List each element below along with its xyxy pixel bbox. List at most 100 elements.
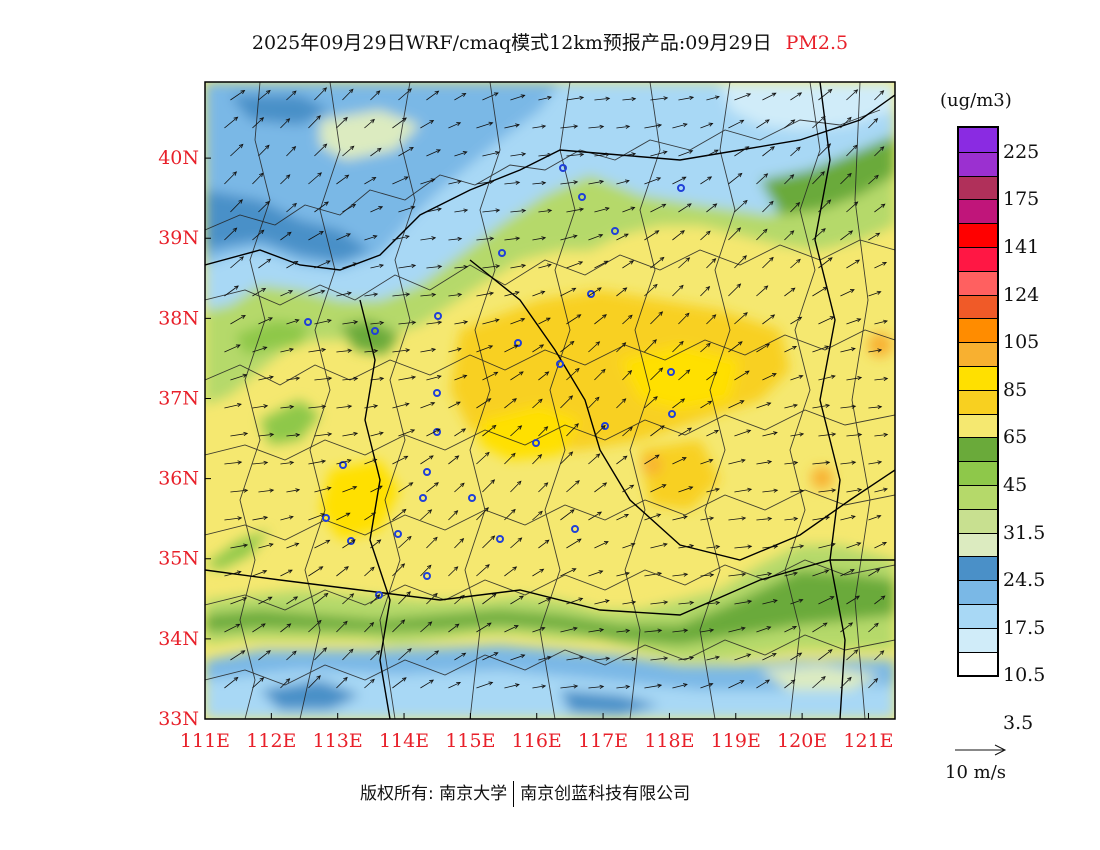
wind-arrowhead — [490, 479, 496, 484]
wind-arrowhead — [544, 539, 550, 544]
wind-arrow — [566, 208, 584, 213]
wind-arrowhead — [742, 255, 747, 260]
wind-arrow — [252, 677, 264, 689]
wind-arrow — [224, 344, 241, 353]
wind-arrow — [392, 349, 410, 353]
wind-arrow — [364, 622, 374, 633]
wind-arrowhead — [353, 320, 359, 325]
copyright-left: 版权所有: 南京大学 — [360, 784, 508, 804]
wind-arrow — [560, 685, 578, 689]
wind-arrow — [280, 461, 294, 465]
wind-arrowhead — [495, 208, 501, 213]
wind-arrow — [818, 316, 834, 325]
wind-arrow — [504, 453, 516, 465]
wind-arrowhead — [857, 376, 863, 381]
wind-arrowhead — [853, 201, 859, 206]
wind-arrowhead — [514, 290, 520, 296]
wind-arrow — [762, 257, 774, 269]
wind-arrow — [728, 573, 746, 577]
wind-arrow — [364, 119, 375, 129]
wind-arrow — [594, 541, 609, 549]
wind-arrow — [756, 679, 770, 689]
wind-arrowhead — [263, 404, 269, 409]
wind-arrow — [420, 455, 434, 465]
wind-arrow — [538, 264, 552, 269]
wind-arrowhead — [516, 480, 522, 486]
legend-swatch — [959, 223, 997, 247]
wind-arrow — [812, 286, 828, 297]
wind-arrow — [700, 286, 710, 297]
wind-arrow — [426, 537, 438, 549]
wind-arrow — [784, 119, 795, 129]
wind-arrowhead — [515, 236, 521, 241]
wind-arrow — [448, 293, 462, 297]
wind-arrowhead — [689, 95, 695, 100]
wind-arrowhead — [288, 515, 294, 520]
wind-arrow — [336, 566, 349, 577]
wind-arrowhead — [763, 173, 769, 178]
wind-arrow — [314, 87, 327, 101]
wind-arrow — [510, 264, 526, 269]
legend-label: 124 — [1003, 283, 1040, 306]
wind-arrow — [706, 203, 717, 213]
wind-arrow — [594, 657, 610, 661]
legend-swatch — [959, 627, 997, 652]
lon-label: 115E — [445, 730, 495, 752]
wind-arrowhead — [712, 203, 718, 208]
legend-swatch — [959, 151, 997, 176]
lon-label: 111E — [180, 730, 230, 752]
wind-arrow — [560, 181, 578, 185]
wind-arrowhead — [369, 622, 375, 627]
wind-arrowhead — [689, 544, 695, 549]
lat-label: 39N — [158, 227, 199, 249]
wind-arrowhead — [661, 203, 667, 208]
wind-arrow — [728, 517, 746, 521]
wind-arrowhead — [573, 180, 579, 185]
wind-arrowhead — [349, 593, 355, 598]
wind-arrow — [454, 482, 465, 493]
wind-arrowhead — [429, 455, 434, 460]
wind-arrow — [672, 230, 685, 241]
wind-arrow — [846, 318, 861, 325]
wind-arrow — [818, 649, 833, 661]
wind-arrow — [286, 596, 298, 605]
wind-arrowhead — [267, 596, 273, 601]
wind-arrowhead — [493, 92, 499, 97]
wind-arrow — [510, 318, 525, 325]
wind-arrowhead — [489, 291, 495, 296]
wind-arrowhead — [294, 319, 300, 324]
wind-arrowhead — [874, 622, 879, 628]
wind-arrowhead — [851, 347, 856, 352]
wind-arrowhead — [240, 650, 246, 655]
wind-arrow — [868, 623, 879, 633]
wind-arrowhead — [352, 485, 358, 490]
map-frame — [204, 81, 896, 720]
wind-arrowhead — [712, 371, 718, 376]
wind-arrow — [812, 676, 826, 689]
wind-arrow — [476, 452, 490, 465]
wind-arrow — [398, 206, 415, 213]
wind-arrow — [230, 199, 243, 213]
wind-arrowhead — [379, 263, 385, 268]
wind-arrow — [594, 207, 610, 213]
wind-arrowhead — [856, 542, 862, 547]
wind-arrowhead — [825, 515, 831, 520]
wind-arrowhead — [679, 284, 684, 290]
wind-arrowhead — [790, 679, 796, 684]
wind-arrow — [426, 593, 438, 605]
wind-arrow — [644, 572, 662, 577]
wind-arrow — [868, 678, 878, 689]
wind-arrowhead — [855, 595, 860, 600]
wind-arrowhead — [493, 371, 499, 376]
wind-arrowhead — [857, 488, 863, 493]
wind-arrow — [230, 597, 247, 605]
wind-arrow — [482, 92, 499, 101]
wind-arrow — [538, 317, 551, 325]
wind-arrowhead — [295, 488, 301, 493]
wind-arrow — [286, 650, 297, 661]
wind-arrow — [560, 341, 575, 353]
map-axes: 111E 112E 113E 114E 115E 116E 117E 118E 119E 120E… — [158, 147, 893, 752]
wind-arrow — [594, 97, 610, 101]
wind-arrow — [504, 398, 517, 409]
wind-arrowhead — [262, 569, 268, 574]
